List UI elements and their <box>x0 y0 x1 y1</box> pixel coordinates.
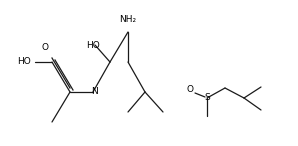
Text: NH₂: NH₂ <box>119 15 136 25</box>
Text: HO: HO <box>86 40 100 49</box>
Text: S: S <box>204 93 210 102</box>
Text: O: O <box>187 86 193 94</box>
Text: N: N <box>91 87 98 97</box>
Text: O: O <box>41 44 49 53</box>
Text: HO: HO <box>17 58 31 66</box>
